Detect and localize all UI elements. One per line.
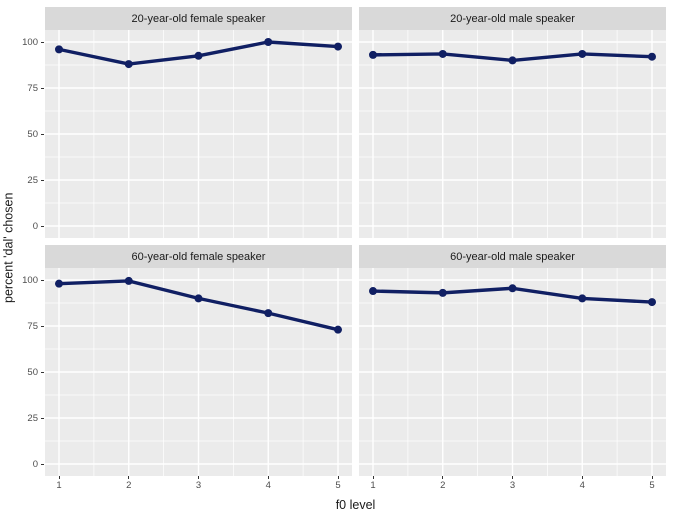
data-point xyxy=(578,49,587,58)
x-tick-label: 3 xyxy=(509,480,516,491)
y-tick-mark xyxy=(41,133,44,135)
x-tick-label: 4 xyxy=(579,480,585,491)
y-tick-mark xyxy=(41,417,44,419)
x-tick-mark xyxy=(442,476,444,479)
data-point xyxy=(194,51,203,60)
y-tick-mark xyxy=(41,41,44,43)
x-tick-mark xyxy=(337,476,339,479)
facet-60-male: 60-year-old male speaker xyxy=(359,245,666,476)
data-point xyxy=(124,60,133,69)
data-point xyxy=(648,52,656,61)
facet-strip-20-female: 20-year-old female speaker xyxy=(45,7,352,30)
y-tick-label: 75 xyxy=(27,82,38,94)
data-point xyxy=(264,309,273,318)
x-tick-mark xyxy=(651,476,653,479)
x-tick-mark xyxy=(58,476,60,479)
y-tick-label: 0 xyxy=(32,220,38,232)
data-point xyxy=(264,38,273,46)
facet-panel-60-male xyxy=(359,268,666,476)
data-point xyxy=(55,45,63,54)
facet-strip-60-male: 60-year-old male speaker xyxy=(359,245,666,268)
facet-20-female: 20-year-old female speaker xyxy=(45,7,352,238)
y-tick-mark xyxy=(41,225,44,227)
data-point xyxy=(648,298,656,307)
x-tick-mark xyxy=(128,476,130,479)
facet-60-female: 60-year-old female speaker xyxy=(45,245,352,476)
y-tick-label: 50 xyxy=(27,128,38,140)
y-tick-mark xyxy=(41,279,44,281)
y-tick-label: 0 xyxy=(32,458,38,470)
y-tick-mark xyxy=(41,87,44,89)
y-tick-mark xyxy=(41,371,44,373)
data-point xyxy=(334,325,342,334)
data-point xyxy=(55,279,63,288)
data-point xyxy=(438,49,447,58)
x-tick-mark xyxy=(198,476,199,479)
x-tick-mark xyxy=(372,476,374,479)
facet-strip-20-male: 20-year-old male speaker xyxy=(359,7,666,30)
x-tick-mark xyxy=(267,476,269,479)
data-point xyxy=(194,294,203,303)
data-point xyxy=(508,56,517,65)
x-tick-label: 4 xyxy=(265,480,271,491)
data-point xyxy=(334,42,342,51)
facet-panel-60-female xyxy=(45,268,352,476)
y-tick-mark xyxy=(41,179,44,181)
y-tick-label: 25 xyxy=(27,174,38,186)
y-tick-label: 100 xyxy=(22,274,38,286)
x-tick-label: 5 xyxy=(335,480,341,491)
x-tick-label: 1 xyxy=(370,480,376,491)
facet-20-male: 20-year-old male speaker xyxy=(359,7,666,238)
x-tick-label: 2 xyxy=(440,480,446,491)
x-axis-title: f0 level xyxy=(335,498,376,512)
data-point xyxy=(124,276,133,285)
data-point xyxy=(438,288,447,297)
y-tick-mark xyxy=(41,325,44,327)
data-point xyxy=(369,287,377,296)
y-tick-label: 25 xyxy=(27,412,38,424)
x-tick-label: 1 xyxy=(56,480,62,491)
facet-panel-20-female xyxy=(45,30,352,238)
y-tick-label: 50 xyxy=(27,366,38,378)
data-point xyxy=(578,294,587,303)
x-tick-label: 3 xyxy=(195,480,202,491)
x-tick-mark xyxy=(581,476,583,479)
y-tick-label: 100 xyxy=(22,36,38,48)
x-tick-label: 2 xyxy=(126,480,132,491)
data-point xyxy=(508,284,517,293)
y-tick-mark xyxy=(41,463,44,465)
data-point xyxy=(369,50,377,59)
facet-panel-20-male xyxy=(359,30,666,238)
x-tick-mark xyxy=(512,476,513,479)
y-tick-label: 75 xyxy=(27,320,38,332)
facet-strip-60-female: 60-year-old female speaker xyxy=(45,245,352,268)
x-tick-label: 5 xyxy=(649,480,655,491)
